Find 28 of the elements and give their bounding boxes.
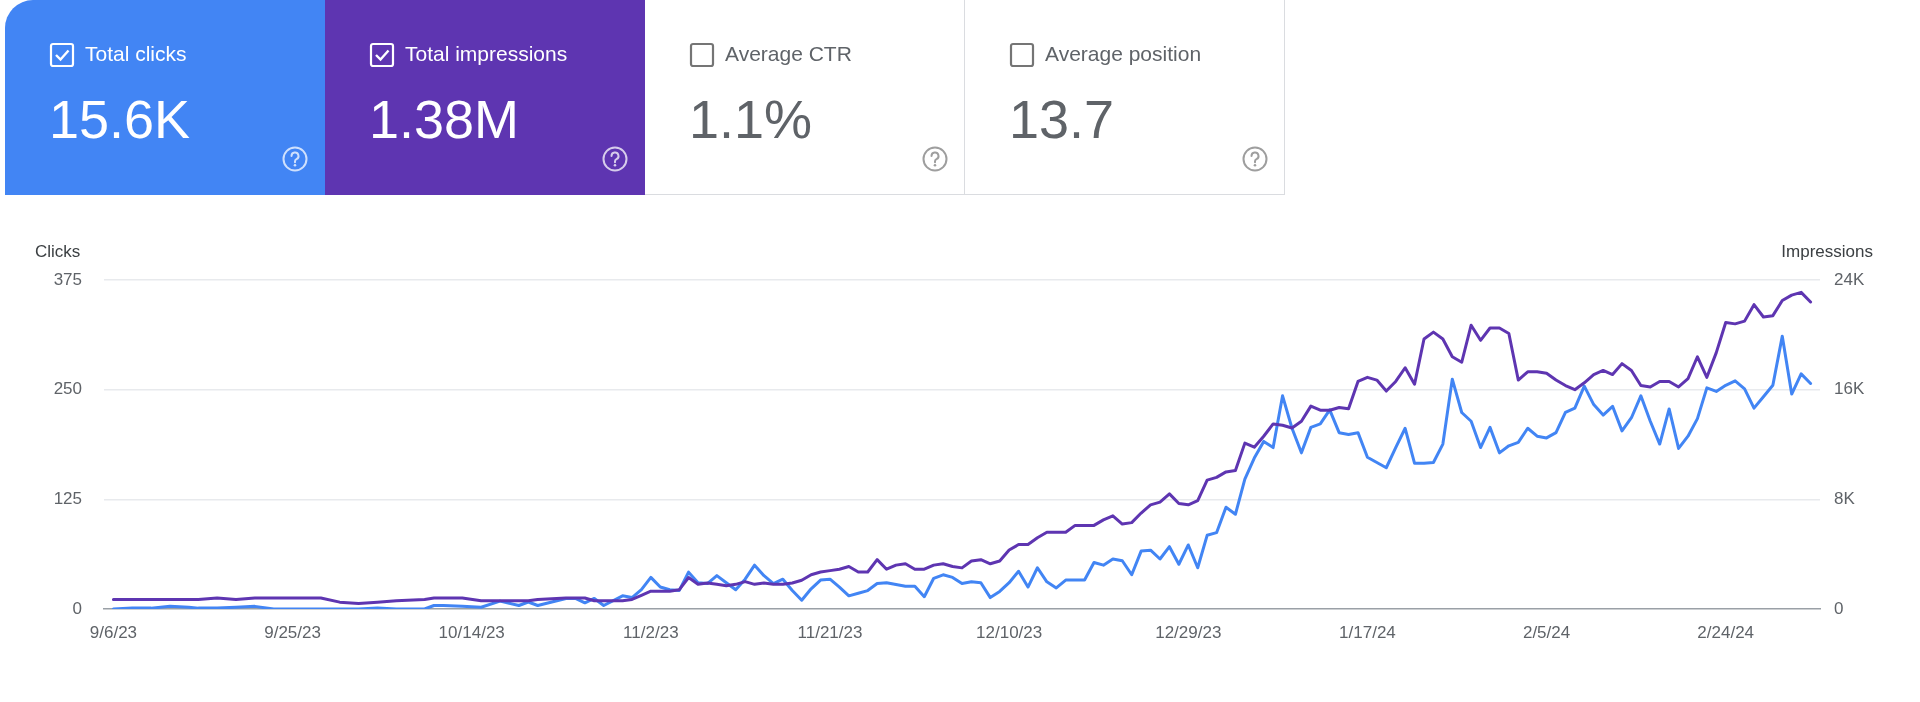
y2-tick-label: 16K — [1834, 379, 1865, 399]
x-tick-label: 2/5/24 — [1522, 622, 1571, 642]
y-tick-label: 0 — [72, 598, 82, 618]
x-tick-label: 9/6/23 — [89, 622, 138, 642]
y2-tick-label: 24K — [1834, 269, 1865, 289]
x-tick-label: 10/14/23 — [438, 622, 505, 642]
y-tick-label: 250 — [53, 379, 82, 399]
text: 13.7 — [1009, 88, 1115, 150]
x-tick-label: 12/29/23 — [1155, 622, 1222, 642]
y-tick-label: 375 — [53, 269, 82, 289]
y2-tick-label: 0 — [1834, 598, 1844, 618]
x-tick-label: 11/21/23 — [797, 622, 863, 642]
text: Average position — [1045, 42, 1202, 66]
text: Average CTR — [725, 42, 852, 66]
text: Total clicks — [85, 42, 187, 66]
y2-tick-label: 8K — [1834, 489, 1856, 509]
x-tick-label: 11/2/23 — [623, 622, 679, 642]
text: 1.1% — [689, 88, 813, 150]
x-tick-label: 1/17/24 — [1339, 622, 1396, 642]
y2-axis-title: Impressions — [1781, 242, 1873, 261]
y-tick-label: 125 — [53, 489, 82, 509]
x-tick-label: 9/25/23 — [264, 622, 321, 642]
text: 15.6K — [49, 88, 191, 150]
y-axis-title: Clicks — [35, 242, 81, 261]
x-tick-label: 2/24/24 — [1697, 622, 1755, 642]
x-tick-label: 12/10/23 — [976, 622, 1043, 642]
text: Total impressions — [405, 42, 568, 66]
text: 1.38M — [369, 88, 520, 150]
